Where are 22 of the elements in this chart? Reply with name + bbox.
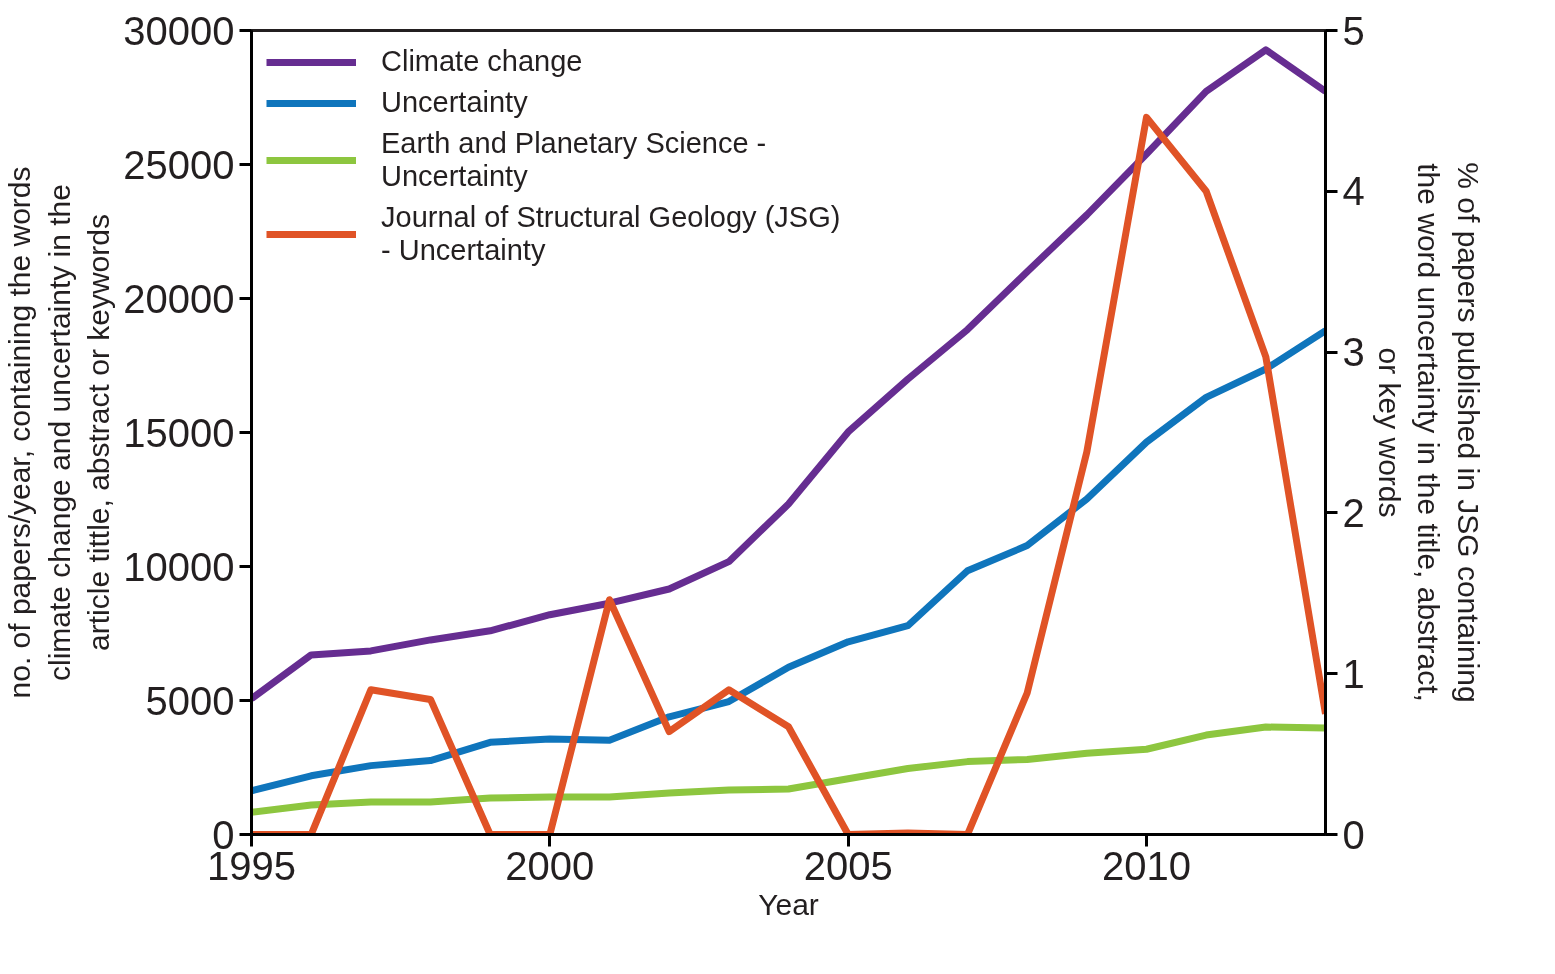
y-tick-label: 30000 <box>123 8 235 53</box>
y2-tick-label: 1 <box>1342 651 1365 696</box>
y-tick-label: 25000 <box>123 142 235 187</box>
legend-label: Uncertainty <box>381 86 528 119</box>
y-axis-title: no. of papers/year, containing the words climate change and uncertainty in the article tittle, abstract or keywords <box>3 166 116 699</box>
legend-label: Climate change <box>381 45 583 78</box>
y-tick-label: 20000 <box>123 276 235 321</box>
y2-tick-label: 5 <box>1342 8 1365 53</box>
y2-tick-label: 4 <box>1342 169 1365 214</box>
legend-label: Earth and Planetary Science - Uncertainty <box>381 127 767 193</box>
y2-tick-label: 2 <box>1342 490 1365 535</box>
y-tick-label: 10000 <box>123 544 235 589</box>
x-axis-title: Year <box>758 887 819 921</box>
x-tick-label: 2010 <box>1102 843 1191 888</box>
y2-tick-label: 3 <box>1342 330 1365 375</box>
y2-tick-label: 0 <box>1342 812 1365 857</box>
x-tick-label: 2000 <box>505 843 595 888</box>
legend-label: Journal of Structural Geology (JSG) - Uncertainty <box>381 201 841 267</box>
y-tick-label: 5000 <box>145 678 235 723</box>
y-tick-label: 15000 <box>123 410 235 455</box>
x-tick-label: 2005 <box>803 843 893 888</box>
y2-axis-title: % of papers published in JSG containing the word uncertainty in the title, abstract, or key words <box>1372 162 1485 703</box>
